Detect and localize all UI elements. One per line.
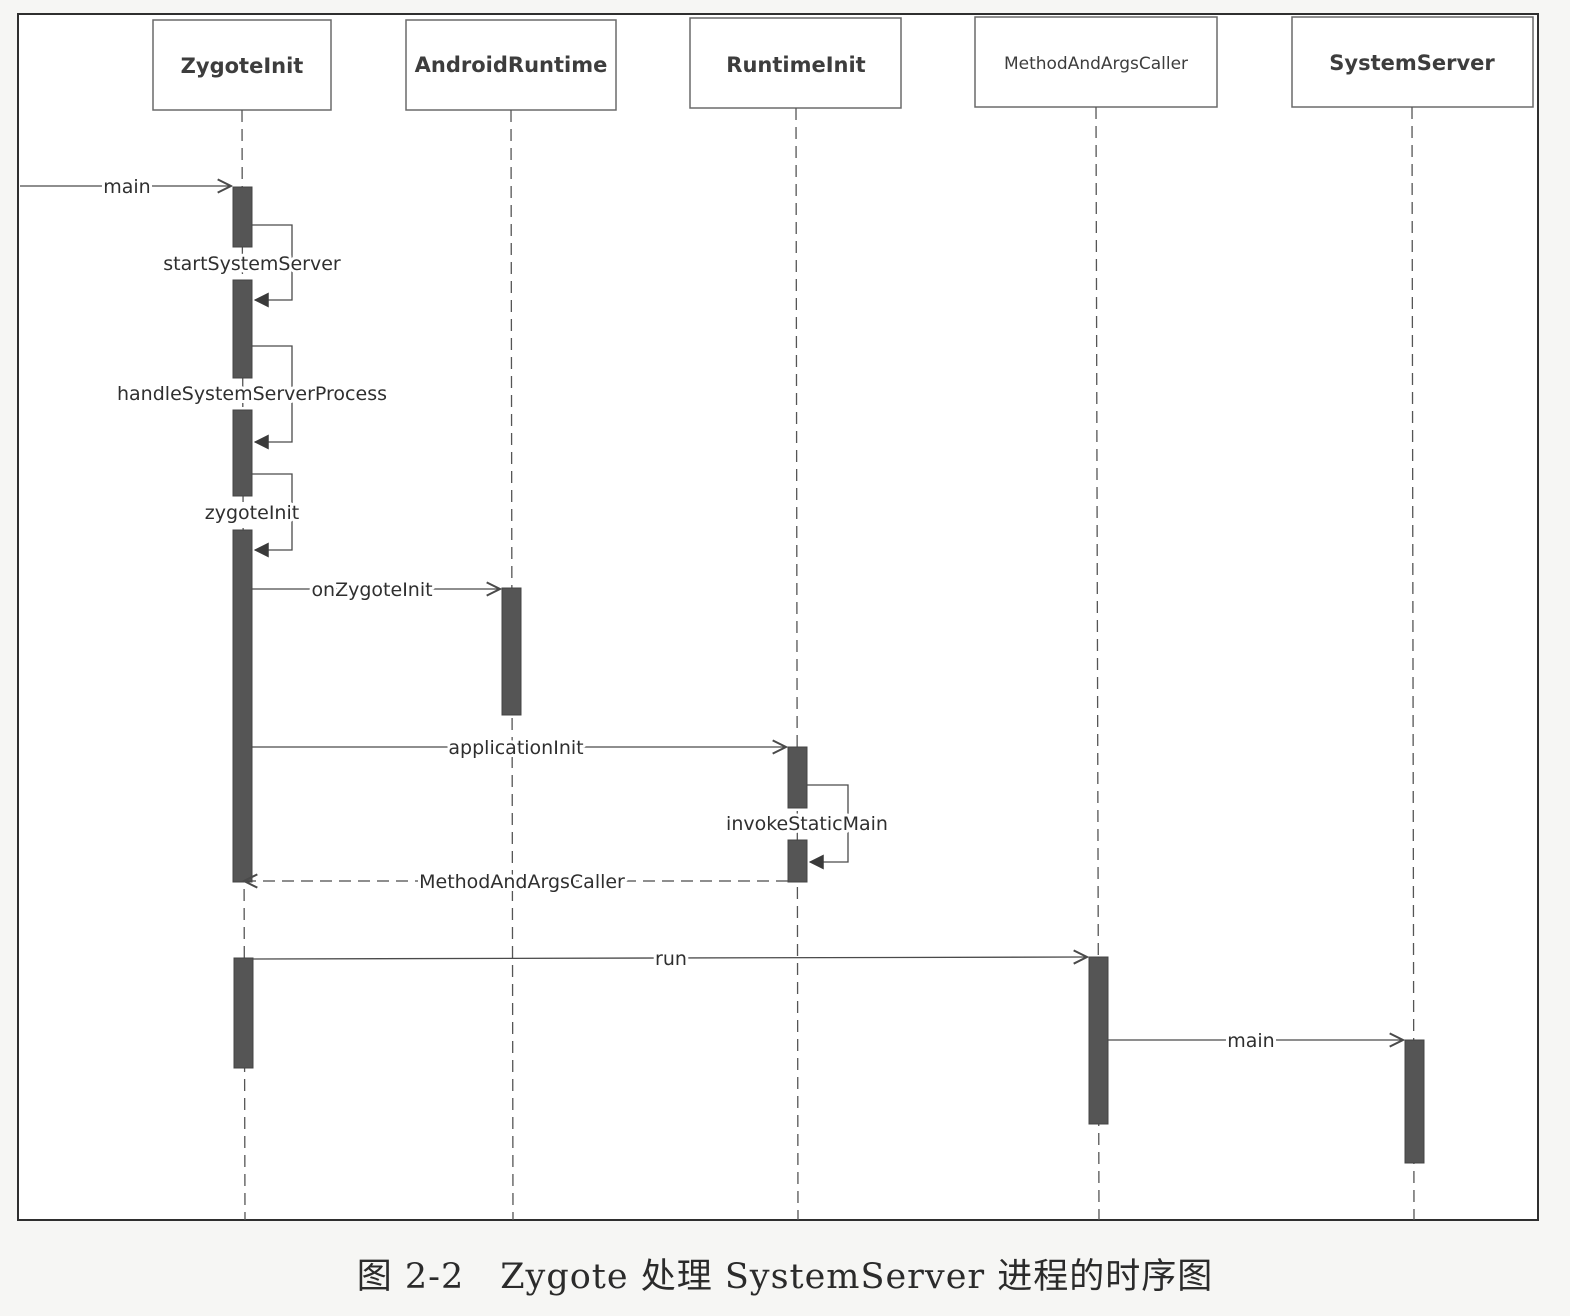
lifeline-runtime	[795, 107, 799, 1221]
message-label: onZygoteInit	[311, 579, 432, 601]
activation-bar	[501, 587, 522, 716]
message-application-init: applicationInit	[252, 734, 786, 762]
message-on-zygote-init: onZygoteInit	[252, 576, 500, 604]
participant-label: SystemServer	[1329, 51, 1495, 75]
participant-zygote: ZygoteInit	[152, 19, 332, 111]
lifeline-caller	[1095, 106, 1100, 1221]
activation-bar	[232, 529, 253, 883]
message-invoke-static-main: invokeStaticMain	[723, 784, 891, 870]
message-start-system-server: startSystemServer	[160, 224, 344, 308]
activation-bar	[787, 746, 808, 809]
participant-caller: MethodAndArgsCaller	[974, 16, 1218, 108]
self-call-arrow	[252, 473, 293, 558]
participant-box	[974, 16, 1218, 108]
participant-box	[152, 19, 332, 111]
lifeline-server	[1411, 106, 1415, 1221]
participant-box	[1291, 16, 1534, 108]
message-run: run	[252, 945, 1087, 973]
message-label: zygoteInit	[205, 502, 299, 524]
message-label: applicationInit	[448, 737, 583, 759]
participant-label: AndroidRuntime	[415, 53, 608, 77]
participant-label: RuntimeInit	[726, 53, 865, 77]
participant-label: MethodAndArgsCaller	[1004, 54, 1188, 74]
message-arrow	[252, 957, 1087, 959]
message-label: handleSystemServerProcess	[117, 383, 387, 405]
activation-bar	[233, 957, 254, 1069]
message-label: main	[103, 176, 150, 198]
activation-bar	[1088, 956, 1109, 1125]
participant-runtime: RuntimeInit	[689, 17, 902, 109]
participant-label: ZygoteInit	[181, 54, 304, 78]
message-label: main	[1227, 1030, 1274, 1052]
self-call-arrow	[252, 224, 293, 308]
participant-android: AndroidRuntime	[405, 19, 617, 111]
sequence-diagram: ZygoteInit AndroidRuntime RuntimeInit Me…	[17, 13, 1539, 1221]
participant-box	[689, 17, 902, 109]
activation-bar	[232, 409, 253, 497]
diagram-frame	[17, 13, 1539, 1221]
self-call-arrow	[252, 345, 293, 450]
activation-bar	[1404, 1039, 1425, 1164]
message-main-entry: main	[20, 173, 231, 201]
message-label: invokeStaticMain	[726, 813, 888, 835]
activation-bar	[232, 186, 253, 248]
message-label: run	[655, 948, 687, 970]
message-zygote-init: zygoteInit	[202, 473, 302, 558]
figure-caption: 图 2-2 Zygote 处理 SystemServer 进程的时序图	[356, 1257, 1214, 1297]
message-main-system-server: main	[1108, 1027, 1403, 1055]
activation-bar	[232, 279, 253, 379]
participant-box	[405, 19, 617, 111]
message-label: MethodAndArgsCaller	[419, 871, 625, 893]
message-method-and-args-caller-return: MethodAndArgsCaller	[244, 868, 788, 896]
participant-server: SystemServer	[1291, 16, 1534, 108]
message-label: startSystemServer	[163, 253, 341, 275]
activation-bar	[787, 839, 808, 883]
self-call-arrow	[807, 784, 849, 870]
message-handle-system-server-process: handleSystemServerProcess	[114, 345, 390, 450]
